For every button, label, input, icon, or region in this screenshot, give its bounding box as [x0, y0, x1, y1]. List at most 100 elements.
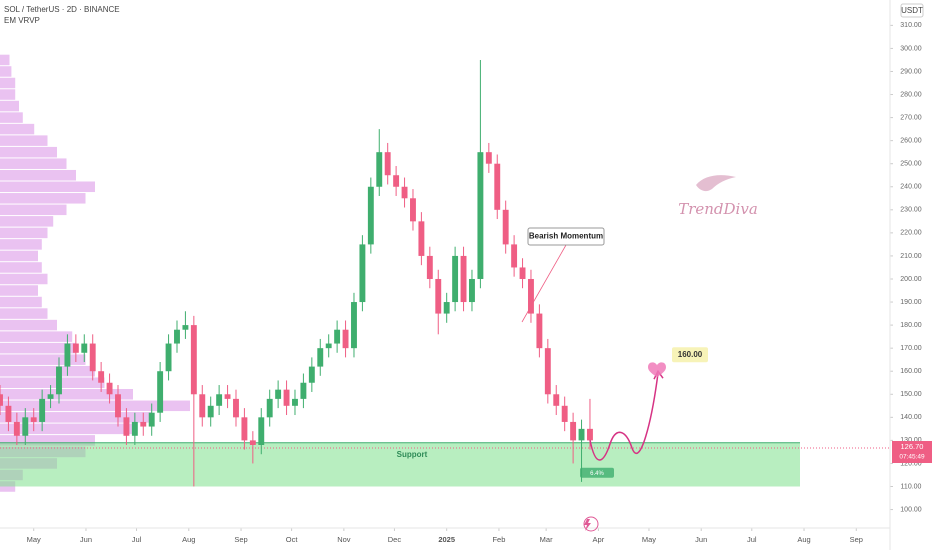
candle-body	[544, 348, 551, 395]
watermark-hand	[696, 175, 736, 192]
currency-box[interactable]	[900, 3, 924, 18]
x-tick-label: Dec	[388, 535, 402, 544]
candle-body	[393, 175, 400, 187]
event-icon[interactable]	[584, 519, 591, 531]
y-tick-label: 190.00	[900, 299, 922, 306]
y-tick-label: 130.00	[900, 437, 922, 444]
volume-profile-bar	[0, 285, 38, 296]
candle-body	[249, 440, 256, 445]
candle-body	[283, 389, 290, 406]
chart-title: SOL / TetherUS · 2D · BINANCE	[4, 5, 120, 14]
x-tick-label: May	[642, 535, 656, 544]
candle-body	[140, 421, 147, 427]
callout-box	[527, 227, 605, 246]
candle-body	[165, 343, 172, 372]
volume-profile-bar	[0, 308, 48, 319]
x-tick-label: Sep	[234, 535, 247, 544]
last-price-badge	[892, 440, 932, 463]
candle-body	[528, 278, 534, 314]
candle-body	[115, 394, 121, 418]
candle-body	[426, 255, 433, 279]
candle-body	[367, 186, 374, 245]
target-label: 160.00	[678, 350, 703, 359]
candle-body	[258, 417, 265, 445]
candle-body	[47, 394, 54, 399]
event-icon-ring[interactable]	[583, 516, 599, 532]
candle-body	[342, 329, 349, 349]
candle-body	[536, 313, 543, 349]
candle-body	[98, 371, 105, 383]
candle-body	[5, 405, 12, 422]
candle-body	[410, 198, 416, 222]
x-tick-label: Sep	[850, 535, 863, 544]
volume-profile-bar	[0, 123, 35, 135]
candle-body	[401, 186, 408, 199]
candle-body	[485, 152, 492, 164]
projection-path	[589, 373, 659, 461]
candle-body	[190, 325, 197, 395]
x-tick-label: Jul	[132, 535, 142, 544]
candle-body	[89, 343, 96, 372]
support-label: Support	[397, 450, 428, 459]
y-tick-label: 270.00	[900, 114, 922, 121]
volume-profile-bar	[0, 239, 42, 250]
candle-body	[157, 371, 164, 413]
volume-profile-bar	[0, 400, 190, 412]
x-tick-label: Jun	[80, 535, 92, 544]
last-price-label: 126.70	[901, 442, 924, 451]
y-tick-label: 230.00	[900, 207, 922, 214]
volume-profile-bar	[0, 319, 57, 331]
watermark: TrendDiva	[678, 200, 758, 218]
candle-body	[300, 382, 307, 399]
volume-profile-bar	[0, 77, 16, 89]
indicator-label: EM VRVP	[4, 16, 40, 25]
candle-body	[0, 394, 3, 406]
candle-body	[241, 417, 248, 441]
candle-body	[224, 394, 231, 399]
volume-profile-bar	[0, 204, 67, 216]
y-tick-label: 280.00	[900, 91, 922, 98]
candle-body	[182, 325, 189, 330]
volume-profile-bar	[0, 112, 23, 123]
volume-profile-bar	[0, 435, 95, 446]
y-tick-label: 220.00	[900, 230, 922, 237]
y-tick-label: 160.00	[900, 368, 922, 375]
candle-body	[199, 394, 206, 418]
volume-profile-bar	[0, 389, 133, 400]
volume-profile-bar	[0, 354, 86, 365]
candle-body	[502, 209, 509, 245]
currency: USDT	[901, 6, 923, 15]
candle-body	[30, 417, 37, 422]
candle-body	[351, 302, 357, 349]
candle-body	[587, 428, 593, 441]
percent-label: 6.4%	[590, 471, 604, 477]
x-tick-label: Aug	[797, 535, 810, 544]
candle-body	[376, 152, 383, 187]
candle-body	[460, 255, 467, 303]
volume-profile-bar	[0, 169, 76, 181]
volume-profile-bar	[0, 342, 76, 354]
x-tick-label: Oct	[286, 535, 299, 544]
y-tick-label: 120.00	[900, 460, 922, 467]
candle-body	[511, 244, 518, 268]
y-tick-label: 240.00	[900, 184, 922, 191]
heart	[648, 362, 666, 378]
x-tick-label: Mar	[540, 535, 553, 544]
target-box	[672, 347, 708, 363]
candle-body	[553, 394, 560, 406]
volume-profile-bar	[0, 216, 54, 227]
candle-body	[308, 366, 315, 383]
volume-profile-bar	[0, 135, 48, 146]
volume-profile-bar	[0, 89, 16, 100]
candle-body	[22, 417, 29, 436]
candle-body	[578, 428, 585, 441]
x-tick-label: May	[27, 535, 41, 544]
candle-body	[494, 163, 501, 210]
x-tick-label: Aug	[182, 535, 195, 544]
support-zone	[0, 442, 800, 487]
y-tick-label: 150.00	[900, 391, 922, 398]
x-tick-label: Nov	[337, 535, 351, 544]
x-tick-label: Jul	[747, 535, 757, 544]
y-tick-label: 100.00	[900, 506, 922, 513]
